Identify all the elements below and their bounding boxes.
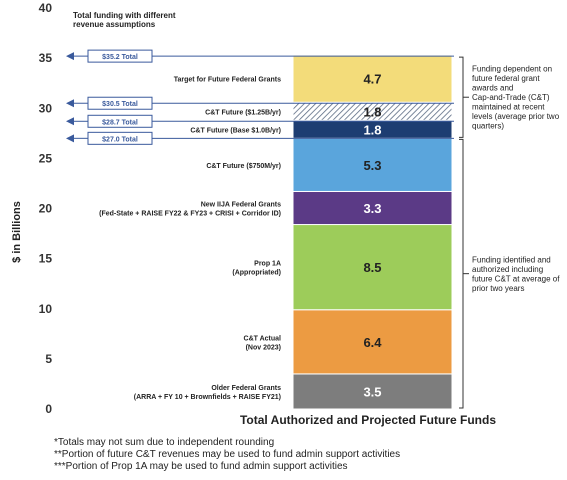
- callout-label: $28.7 Total: [102, 119, 138, 126]
- segment-name-label: Older Federal Grants: [211, 385, 281, 392]
- bracket-text-line: authorized including: [472, 265, 543, 274]
- bracket-text-line: Funding identified and: [472, 255, 551, 264]
- y-tick-label: 10: [39, 302, 53, 316]
- bar-segment-8: [292, 54, 453, 103]
- bar-value-label: 3.5: [363, 384, 381, 399]
- bar-value-label: 4.7: [363, 72, 381, 87]
- bracket-text-line: Funding dependent on: [472, 65, 552, 74]
- bar-segment-5: [292, 137, 453, 192]
- callout-box: [87, 131, 153, 145]
- callout-label: $35.2 Total: [102, 54, 138, 61]
- bar-value-label: 5.3: [363, 158, 381, 173]
- segment-name-label: (Fed-State + RAISE FY22 & FY23 + CRISI +…: [99, 210, 281, 217]
- segment-name-label: C&T Future (Base $1.0B/yr): [190, 127, 281, 134]
- callout-label: $30.5 Total: [102, 101, 138, 108]
- bracket-line: [459, 56, 464, 138]
- bracket-text-line: Cap-and-Trade (C&T): [472, 93, 550, 102]
- bar-value-label: 1.8: [363, 104, 381, 119]
- y-tick-label: 30: [39, 101, 53, 115]
- y-axis-ticks: 0 5 10 15 20 25 30 35 40: [39, 1, 53, 416]
- footnote-line: **Portion of future C&T revenues may be …: [54, 449, 400, 460]
- bracket-text-line: prior two years: [472, 284, 524, 293]
- bracket-text-line: levels (average prior two: [472, 112, 560, 121]
- y-tick-label: 40: [39, 1, 53, 15]
- bracket-text-line: awards and: [472, 84, 513, 93]
- bar-segment-4: [292, 190, 453, 226]
- total-callouts: $35.2 Total $30.5 Total $28.7 Total $27.0 T…: [66, 49, 454, 145]
- segment-name-label: C&T Actual: [244, 335, 282, 342]
- callout-arrow: [66, 52, 74, 61]
- y-tick-label: 35: [39, 51, 53, 65]
- y-axis-label: $ in Billions: [11, 201, 23, 263]
- segment-name-label: New IIJA Federal Grants: [201, 201, 281, 208]
- segment-name-label: (ARRA + FY 10 + Brownfields + RAISE FY21…: [134, 394, 281, 401]
- bracket-text-line: quarters): [472, 122, 504, 131]
- bar-value-label: 1.8: [363, 122, 381, 137]
- footnote-line: *Totals may not sum due to independent r…: [54, 437, 274, 448]
- chart-title: Total Authorized and Projected Future Fu…: [240, 413, 496, 427]
- footnote-line: ***Portion of Prop 1A may be used to fun…: [54, 461, 348, 472]
- bracket-line: [459, 138, 464, 409]
- y-tick-label: 25: [39, 151, 53, 165]
- bar-value-label: 8.5: [363, 260, 381, 275]
- segment-name-label: Target for Future Federal Grants: [174, 77, 281, 84]
- bar-value-label: 6.4: [363, 335, 382, 350]
- callout-arrow: [66, 134, 74, 143]
- callout-arrow: [66, 117, 74, 126]
- segment-name-label: Prop 1A: [254, 261, 281, 268]
- footnotes: *Totals may not sum due to independent r…: [54, 437, 400, 472]
- callout-box: [87, 114, 153, 128]
- bracket-text-line: future federal grant: [472, 74, 540, 83]
- segment-name-label: C&T Future ($1.25B/yr): [205, 109, 281, 116]
- stacked-bar: 3.5 6.4 8.5 3.3 5.3 1.8 1.8 4.7: [292, 54, 453, 410]
- y-tick-label: 0: [45, 402, 52, 416]
- callout-box: [87, 49, 153, 63]
- bar-value-label: 3.3: [363, 201, 381, 216]
- segment-name-label: (Nov 2023): [246, 344, 281, 351]
- segment-name-label: (Appropriated): [232, 270, 281, 277]
- segment-name-label: C&T Future ($750M/yr): [206, 163, 281, 170]
- bracket-text-line: maintained at recent: [472, 103, 545, 112]
- segment-labels: Older Federal Grants (ARRA + FY 10 + Brow…: [99, 77, 281, 401]
- y-tick-label: 20: [39, 202, 53, 216]
- y-tick-label: 15: [39, 252, 53, 266]
- bar-segment-1: [292, 373, 453, 410]
- callout-arrow: [66, 99, 74, 108]
- bracket-text-line: future C&T at average of: [472, 274, 560, 283]
- bar-segment-2: [292, 309, 453, 375]
- callout-label: $27.0 Total: [102, 136, 138, 143]
- y-tick-label: 5: [45, 352, 52, 366]
- callout-box: [87, 96, 153, 110]
- header-note-line: revenue assumptions: [73, 20, 156, 29]
- header-note-line: Total funding with different: [73, 11, 176, 20]
